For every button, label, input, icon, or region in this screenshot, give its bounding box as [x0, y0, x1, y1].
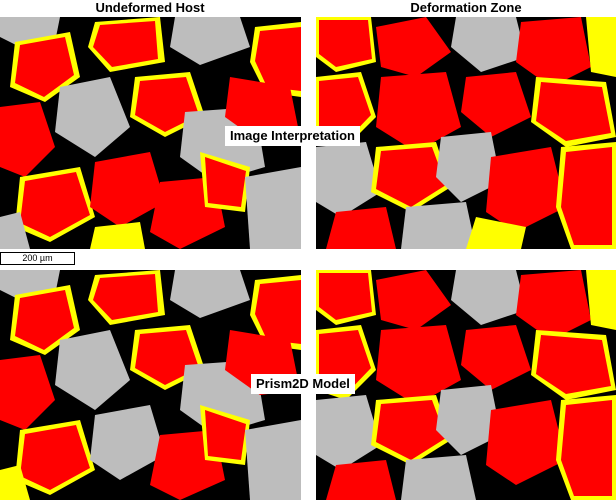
- column-title-deformation-zone: Deformation Zone: [410, 0, 522, 15]
- column-title-undeformed-host: Undeformed Host: [95, 0, 205, 15]
- panel-undeformed-interpretation: [0, 17, 301, 249]
- row-label-prism2d-model: Prism2D Model: [251, 374, 355, 394]
- scale-bar: 200 µm: [0, 252, 75, 265]
- panel-deformation-model: [316, 270, 616, 500]
- panel-deformation-interpretation: [316, 17, 616, 249]
- row-label-image-interpretation: Image Interpretation: [225, 126, 360, 146]
